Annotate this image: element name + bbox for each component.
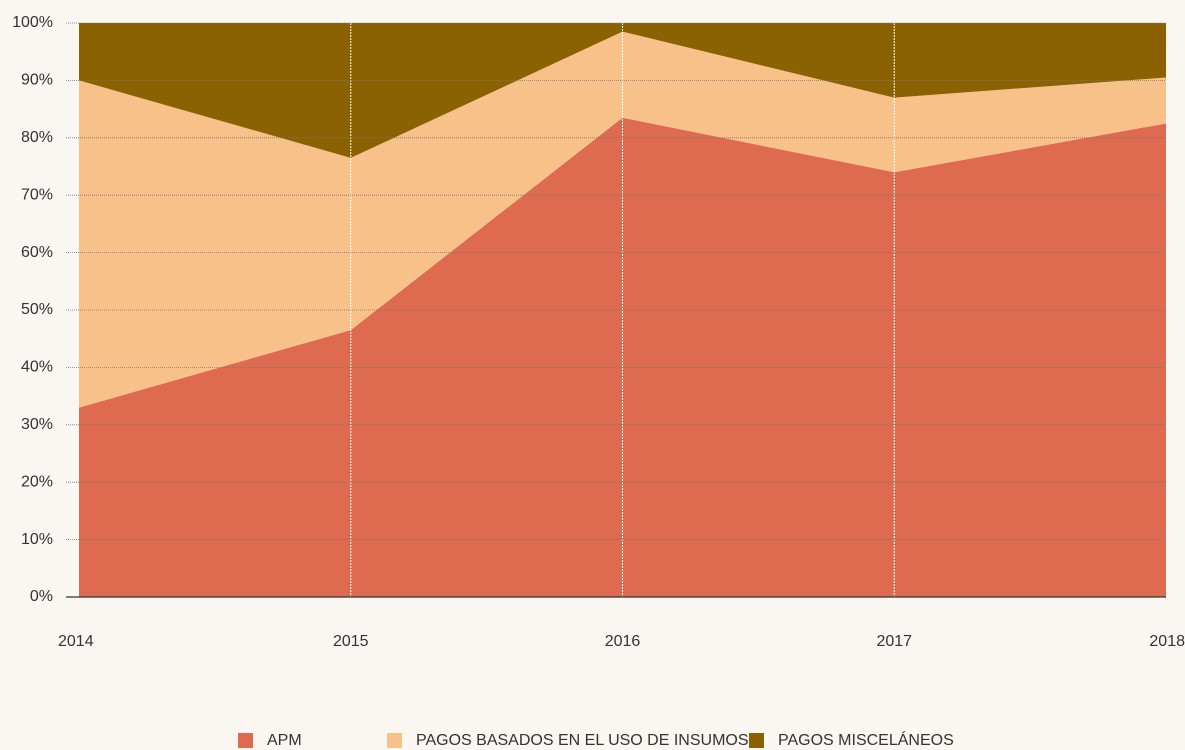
y-tick-label: 60%	[21, 244, 53, 261]
y-tick-label: 0%	[30, 588, 53, 605]
y-tick-label: 40%	[21, 359, 53, 376]
y-tick-label: 80%	[21, 129, 53, 146]
legend-swatch	[238, 733, 253, 748]
legend-label: APM	[267, 732, 302, 749]
x-tick-label: 2017	[876, 633, 912, 650]
legend-swatch	[749, 733, 764, 748]
y-tick-label: 50%	[21, 301, 53, 318]
y-tick-label: 20%	[21, 473, 53, 490]
x-tick-label: 2016	[605, 633, 641, 650]
y-tick-label: 10%	[21, 531, 53, 548]
y-tick-label: 90%	[21, 72, 53, 89]
legend-swatch	[387, 733, 402, 748]
y-tick-label: 100%	[12, 14, 53, 31]
x-tick-label: 2015	[333, 633, 369, 650]
y-tick-label: 30%	[21, 416, 53, 433]
legend-label: PAGOS MISCELÁNEOS	[778, 730, 954, 749]
y-tick-label: 70%	[21, 186, 53, 203]
legend-label: PAGOS BASADOS EN EL USO DE INSUMOS	[416, 732, 749, 749]
x-tick-label: 2018	[1149, 633, 1185, 650]
x-tick-label: 2014	[58, 633, 94, 650]
